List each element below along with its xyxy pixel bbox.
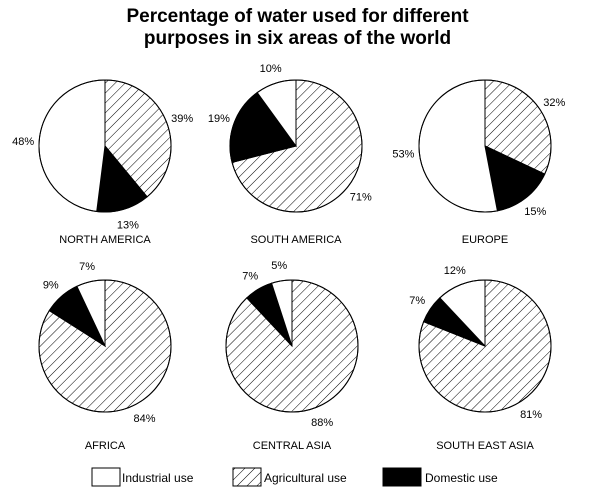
pie-central-asia: 88% 7% 5% CENTRAL ASIA [225, 260, 359, 452]
legend-item-agricultural-use: Agricultural use [232, 467, 347, 487]
legend-swatch [91, 467, 121, 487]
legend-swatch [382, 467, 422, 487]
pie-outline [38, 279, 172, 413]
chart-title: Percentage of water used for different p… [0, 6, 595, 50]
legend-swatch [232, 467, 262, 487]
label-industrial-pct: 12% [444, 265, 466, 277]
pie-outline [38, 79, 172, 213]
pie-outline [225, 279, 359, 413]
label-industrial-pct: 7% [79, 261, 95, 273]
label-agricultural-pct: 39% [171, 113, 193, 125]
label-agricultural-pct: 32% [543, 97, 565, 109]
label-agricultural-pct: 71% [350, 191, 372, 203]
chart-title-line-1: Percentage of water used for different [126, 6, 469, 27]
pie-africa: 84% 9% 7% AFRICA [38, 261, 172, 452]
legend-item-industrial-use: Industrial use [91, 467, 194, 487]
region-label: AFRICA [85, 440, 126, 452]
pie-south-america: 71% 19% 10% SOUTH AMERICA [208, 63, 372, 246]
label-domestic-pct: 9% [43, 279, 59, 291]
label-domestic-pct: 7% [242, 270, 258, 282]
pie-south-east-asia: 81% 7% 12% SOUTH EAST ASIA [409, 265, 552, 452]
legend-label: Industrial use [122, 471, 194, 485]
legend-item-domestic-use: Domestic use [382, 467, 498, 487]
label-agricultural-pct: 88% [311, 417, 333, 429]
region-label: SOUTH EAST ASIA [436, 440, 534, 452]
region-label: EUROPE [462, 234, 508, 246]
legend: Industrial use Agricultural use Domestic u… [91, 467, 498, 487]
label-industrial-pct: 48% [12, 136, 34, 148]
chart-title-line-2: purposes in six areas of the world [143, 28, 452, 49]
pie-outline [418, 79, 552, 213]
label-agricultural-pct: 81% [520, 409, 542, 421]
region-label: CENTRAL ASIA [253, 440, 332, 452]
label-domestic-pct: 19% [208, 113, 230, 125]
pie-outline [229, 79, 363, 213]
legend-label: Domestic use [425, 471, 498, 485]
label-industrial-pct: 10% [260, 63, 282, 75]
pie-europe: 32% 15% 53% EUROPE [392, 79, 565, 246]
label-domestic-pct: 7% [409, 295, 425, 307]
label-domestic-pct: 15% [524, 206, 546, 218]
label-domestic-pct: 13% [117, 220, 139, 232]
label-agricultural-pct: 84% [133, 413, 155, 425]
slice-industrial [38, 79, 106, 213]
legend-label: Agricultural use [264, 471, 347, 485]
region-label: SOUTH AMERICA [250, 234, 342, 246]
pie-north-america: 39% 13% 48% NORTH AMERICA [12, 79, 193, 246]
region-label: NORTH AMERICA [59, 234, 151, 246]
pie-outline [418, 279, 552, 413]
label-industrial-pct: 53% [392, 149, 414, 161]
label-industrial-pct: 5% [271, 260, 287, 272]
